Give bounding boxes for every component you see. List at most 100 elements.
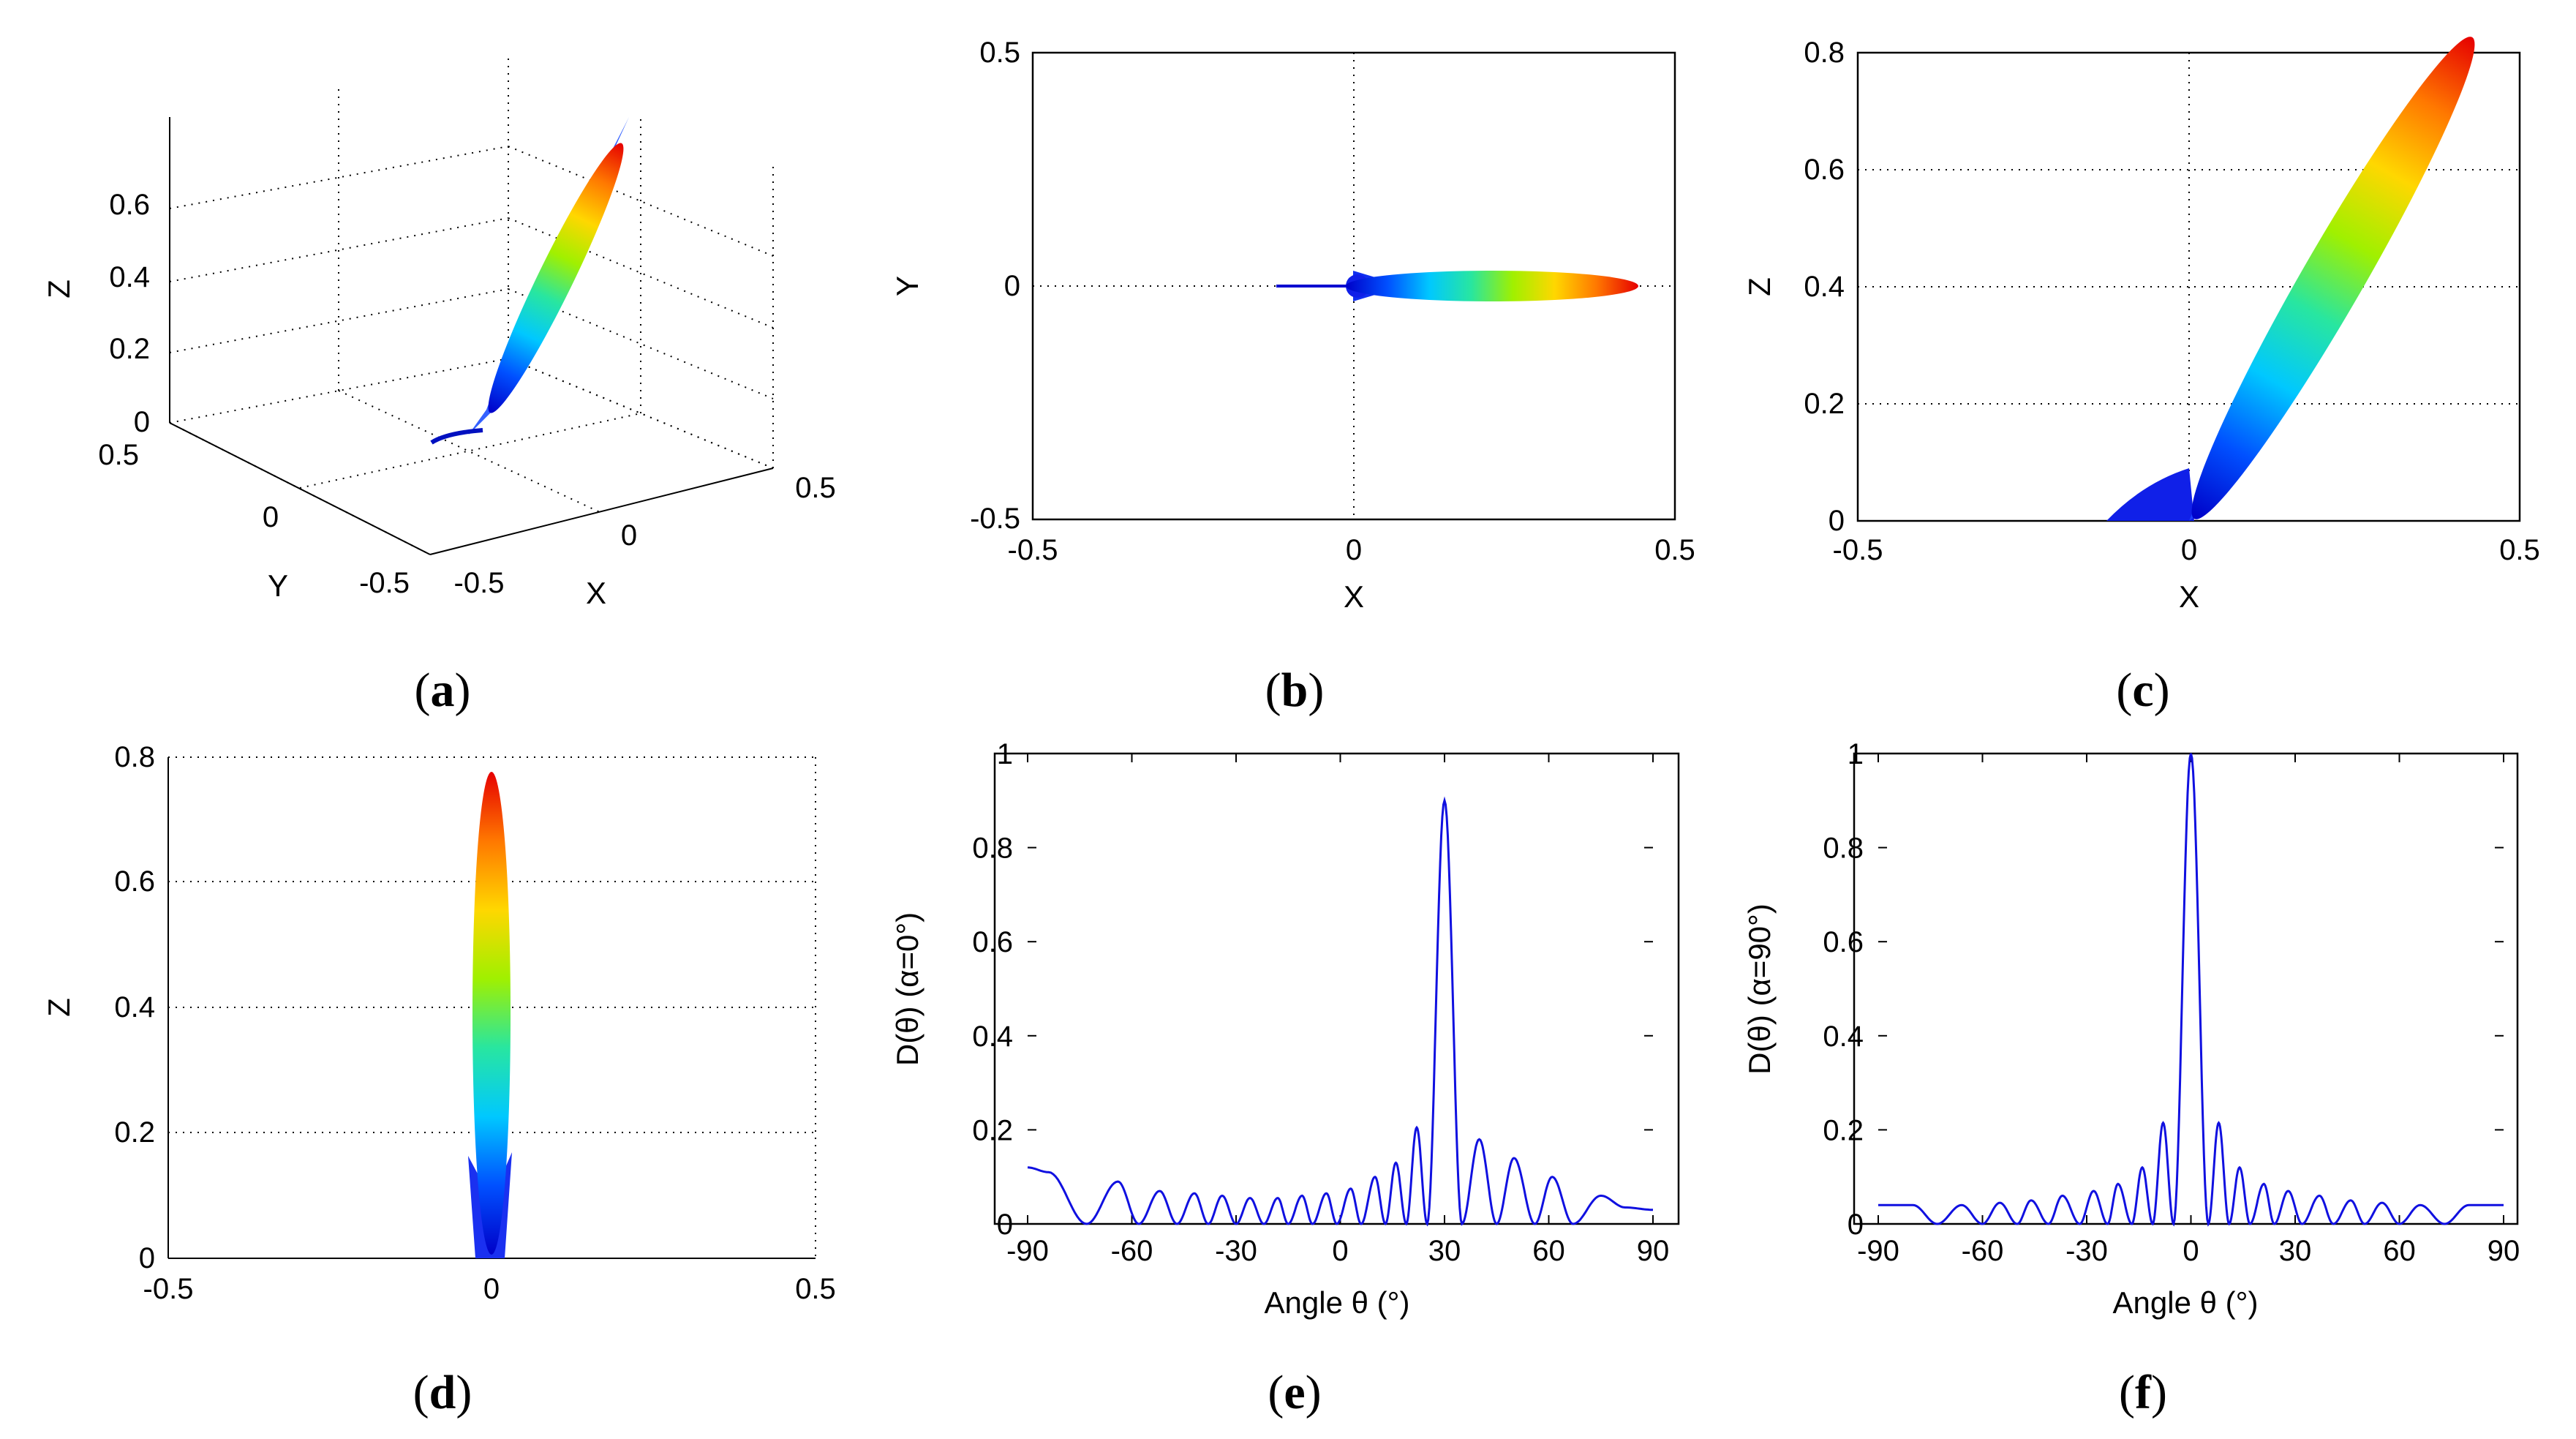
y-tick: 1: [1848, 738, 1864, 770]
x-tick: 0.5: [795, 472, 836, 504]
y-tick: 0.2: [114, 1116, 155, 1149]
panel-f: -90 -60 -30 0 30 60 90 0 0.2 0.4 0.6 0.8…: [1742, 738, 2520, 1419]
panel-a-caption: (a): [415, 664, 471, 717]
panel-c-xlabel: X: [2179, 579, 2199, 614]
x-tick: 0: [621, 519, 637, 552]
y-tick: 0.2: [1804, 388, 1845, 420]
panel-a-beam-lobe: [430, 117, 629, 445]
x-tick: 0: [483, 1273, 500, 1305]
panel-a-z-ticks: 0 0.2 0.4 0.6: [109, 189, 150, 438]
panel-f-xlabel: Angle θ (°): [2113, 1285, 2259, 1320]
panel-d-ylabel: Z: [42, 998, 76, 1017]
x-tick: 90: [2488, 1235, 2520, 1267]
x-tick: 0: [2183, 1235, 2199, 1267]
panel-f-ticklabels: -90 -60 -30 0 30 60 90 0 0.2 0.4 0.6 0.8…: [1823, 738, 2520, 1267]
y-tick: 0.8: [972, 833, 1013, 865]
x-tick: 0: [2181, 534, 2197, 566]
x-tick: 60: [2383, 1235, 2416, 1267]
panel-c-beam-lobe: [2106, 37, 2475, 521]
x-tick: 0.5: [795, 1273, 836, 1305]
y-tick: 0.8: [114, 741, 155, 773]
z-tick: 0.2: [109, 333, 150, 365]
y-tick: 0.4: [1804, 271, 1845, 303]
panel-e-ylabel: D(θ) (α=0°): [890, 912, 924, 1066]
panel-d-caption: (d): [413, 1366, 472, 1419]
z-tick: 0.6: [109, 189, 150, 221]
y-tick: 0.4: [114, 991, 155, 1023]
y-tick: 0.6: [114, 865, 155, 898]
panel-f-series-line: [1878, 753, 2504, 1227]
y-tick: 0.6: [1823, 926, 1864, 958]
x-tick: 0: [1332, 1235, 1348, 1267]
x-tick: -60: [1111, 1235, 1153, 1267]
y-tick: -0.5: [970, 503, 1020, 535]
panel-b: 0.5 0 -0.5 -0.5 0 0.5 X Y (b): [890, 37, 1695, 717]
x-tick: 30: [2279, 1235, 2312, 1267]
y-tick: 0.4: [972, 1021, 1013, 1053]
caption-letter: a: [431, 664, 455, 717]
caption-letter: d: [429, 1366, 456, 1419]
y-tick: 0.5: [98, 439, 139, 471]
x-tick: 0: [1346, 534, 1362, 566]
panel-a-xlabel: X: [586, 576, 606, 610]
y-tick: 0.5: [979, 37, 1020, 69]
panel-c: 0 0.2 0.4 0.6 0.8 -0.5 0 0.5 X Z (c): [1742, 37, 2540, 717]
panel-b-beam-lobe: [1276, 271, 1638, 301]
x-tick: 0.5: [2499, 534, 2540, 566]
y-tick: 0: [1848, 1209, 1864, 1241]
x-tick: -90: [1857, 1235, 1899, 1267]
panel-a-zlabel: Z: [42, 279, 76, 298]
x-tick: -30: [2065, 1235, 2108, 1267]
x-tick: 90: [1637, 1235, 1670, 1267]
panel-d: 0 0.2 0.4 0.6 0.8 -0.5 0 0.5 Z (d): [42, 741, 836, 1419]
z-tick: 0.4: [109, 261, 150, 293]
caption-letter: c: [2132, 664, 2153, 717]
caption-letter: f: [2135, 1366, 2152, 1419]
y-tick: 0: [139, 1242, 155, 1274]
panel-b-ylabel: Y: [890, 276, 924, 296]
panel-d-beam-lobe: [468, 772, 512, 1258]
y-tick: 0.8: [1823, 833, 1864, 865]
z-tick: 0: [134, 406, 150, 438]
panel-e-ticklabels: -90 -60 -30 0 30 60 90 0 0.2 0.4 0.6 0.8…: [972, 738, 1669, 1267]
panel-a: 0 0.2 0.4 0.6 Z 0.5 0 -0.5 Y -0.5 0 0.5 …: [42, 59, 836, 717]
panel-f-ticks: [1878, 753, 2504, 1225]
caption-letter: e: [1284, 1366, 1305, 1419]
x-tick: -0.5: [1833, 534, 1883, 566]
y-tick: 0.2: [1823, 1114, 1864, 1146]
x-tick: -0.5: [454, 567, 505, 599]
panel-e-xlabel: Angle θ (°): [1265, 1285, 1410, 1320]
y-tick: -0.5: [359, 567, 410, 599]
y-tick: 1: [997, 738, 1013, 770]
panel-e-ticks: [1027, 753, 1654, 1225]
x-tick: 60: [1532, 1235, 1565, 1267]
x-tick: -30: [1215, 1235, 1257, 1267]
panel-f-ylabel: D(θ) (α=90°): [1742, 903, 1777, 1075]
panel-a-grid: [169, 59, 774, 555]
panel-e: -90 -60 -30 0 30 60 90 0 0.2 0.4 0.6 0.8…: [890, 738, 1680, 1419]
y-tick: 0.8: [1804, 37, 1845, 69]
x-tick: 0.5: [1654, 534, 1695, 566]
panel-c-caption: (c): [2116, 664, 2169, 717]
y-tick: 0: [1004, 270, 1020, 302]
y-tick: 0.6: [1804, 154, 1845, 186]
x-tick: -90: [1006, 1235, 1049, 1267]
panel-b-caption: (b): [1265, 664, 1325, 717]
x-tick: -0.5: [143, 1273, 194, 1305]
y-tick: 0.6: [972, 926, 1013, 958]
panel-e-series-line: [1027, 796, 1653, 1227]
panel-b-xlabel: X: [1344, 579, 1364, 614]
panel-a-ylabel: Y: [268, 568, 288, 603]
x-tick: -60: [1962, 1235, 2004, 1267]
y-tick: 0: [1829, 505, 1845, 537]
panel-e-caption: (e): [1268, 1366, 1321, 1419]
y-tick: 0: [263, 501, 279, 533]
panel-f-caption: (f): [2119, 1366, 2167, 1419]
x-tick: 30: [1428, 1235, 1461, 1267]
y-tick: 0.4: [1823, 1021, 1864, 1053]
y-tick: 0: [997, 1209, 1013, 1241]
caption-letter: b: [1281, 664, 1308, 717]
panel-c-ylabel: Z: [1742, 277, 1777, 296]
x-tick: -0.5: [1008, 534, 1058, 566]
